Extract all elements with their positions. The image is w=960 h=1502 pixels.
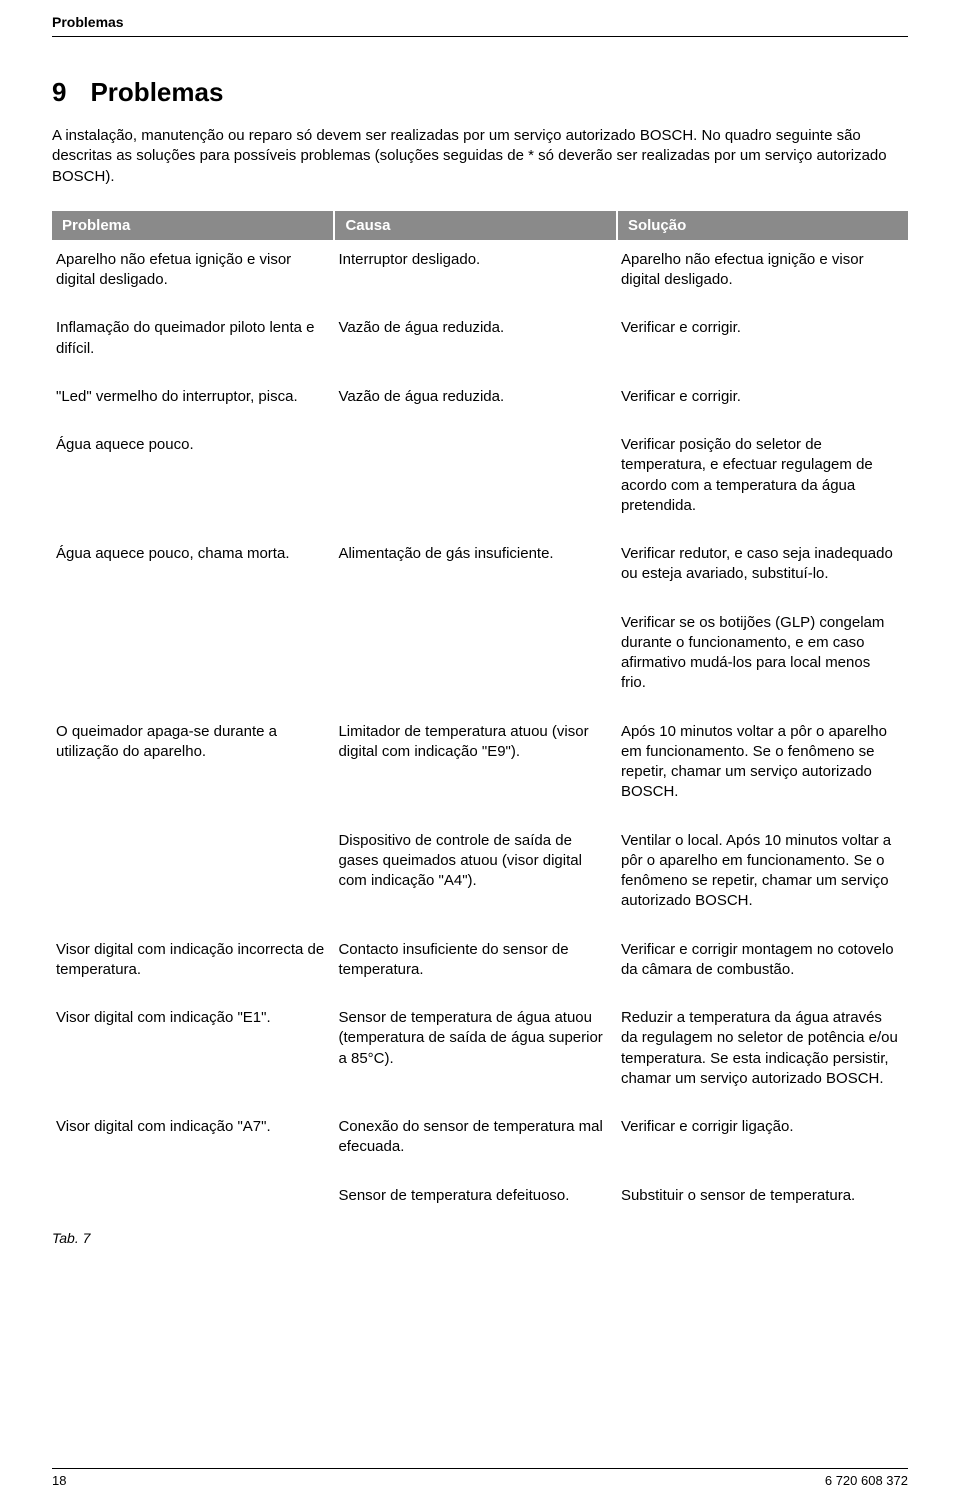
cell-problema xyxy=(52,821,334,930)
cell-causa: Alimentação de gás insuficiente. xyxy=(334,534,616,603)
footer-row: 18 6 720 608 372 xyxy=(52,1473,908,1488)
cell-solucao: Ventilar o local. Após 10 minutos voltar… xyxy=(617,821,908,930)
col-header-solucao: Solução xyxy=(617,211,908,240)
cell-problema: Aparelho não efetua ignição e visor digi… xyxy=(52,240,334,309)
table-row: "Led" vermelho do interruptor, pisca. Va… xyxy=(52,377,908,425)
cell-problema: Visor digital com indicação "A7". xyxy=(52,1107,334,1176)
col-header-problema: Problema xyxy=(52,211,334,240)
cell-solucao: Reduzir a temperatura da água através da… xyxy=(617,998,908,1107)
doc-number: 6 720 608 372 xyxy=(825,1473,908,1488)
page-footer: 18 6 720 608 372 xyxy=(52,1468,908,1488)
intro-paragraph: A instalação, manutenção ou reparo só de… xyxy=(52,126,908,187)
cell-problema: Inflamação do queimador piloto lenta e d… xyxy=(52,308,334,377)
table-row: Sensor de temperatura defeituoso. Substi… xyxy=(52,1176,908,1224)
cell-solucao: Verificar e corrigir ligação. xyxy=(617,1107,908,1176)
cell-solucao: Verificar e corrigir. xyxy=(617,377,908,425)
cell-solucao: Substituir o sensor de temperatura. xyxy=(617,1176,908,1224)
cell-causa xyxy=(334,603,616,712)
cell-causa: Contacto insuficiente do sensor de tempe… xyxy=(334,930,616,999)
table-row: Inflamação do queimador piloto lenta e d… xyxy=(52,308,908,377)
page-container: Problemas 9 Problemas A instalação, manut… xyxy=(0,0,960,1502)
cell-solucao: Verificar redutor, e caso seja inadequad… xyxy=(617,534,908,603)
cell-causa: Interruptor desligado. xyxy=(334,240,616,309)
header-rule xyxy=(52,36,908,37)
footer-rule xyxy=(52,1468,908,1469)
table-row: Verificar se os botijões (GLP) congelam … xyxy=(52,603,908,712)
cell-problema: Visor digital com indicação incorrecta d… xyxy=(52,930,334,999)
cell-problema: O queimador apaga-se durante a utilizaçã… xyxy=(52,712,334,821)
cell-problema xyxy=(52,1176,334,1224)
table-row: Água aquece pouco, chama morta. Alimenta… xyxy=(52,534,908,603)
troubleshooting-table: Problema Causa Solução Aparelho não efet… xyxy=(52,211,908,1224)
cell-problema: Água aquece pouco, chama morta. xyxy=(52,534,334,603)
cell-solucao: Verificar e corrigir. xyxy=(617,308,908,377)
cell-problema: "Led" vermelho do interruptor, pisca. xyxy=(52,377,334,425)
cell-causa: Dispositivo de controle de saída de gase… xyxy=(334,821,616,930)
section-title: Problemas xyxy=(90,77,223,107)
cell-solucao: Verificar posição do seletor de temperat… xyxy=(617,425,908,534)
section-number: 9 xyxy=(52,77,66,107)
table-row: Água aquece pouco. Verificar posição do … xyxy=(52,425,908,534)
cell-problema xyxy=(52,603,334,712)
cell-problema: Visor digital com indicação "E1". xyxy=(52,998,334,1107)
table-header-row: Problema Causa Solução xyxy=(52,211,908,240)
table-row: Dispositivo de controle de saída de gase… xyxy=(52,821,908,930)
table-caption: Tab. 7 xyxy=(52,1230,908,1246)
table-row: O queimador apaga-se durante a utilizaçã… xyxy=(52,712,908,821)
table-body: Aparelho não efetua ignição e visor digi… xyxy=(52,240,908,1224)
table-row: Aparelho não efetua ignição e visor digi… xyxy=(52,240,908,309)
table-row: Visor digital com indicação "A7". Conexã… xyxy=(52,1107,908,1176)
cell-solucao: Após 10 minutos voltar a pôr o aparelho … xyxy=(617,712,908,821)
cell-causa: Sensor de temperatura de água atuou (tem… xyxy=(334,998,616,1107)
cell-causa xyxy=(334,425,616,534)
cell-causa: Vazão de água reduzida. xyxy=(334,377,616,425)
table-row: Visor digital com indicação incorrecta d… xyxy=(52,930,908,999)
cell-solucao: Verificar se os botijões (GLP) congelam … xyxy=(617,603,908,712)
table-row: Visor digital com indicação "E1". Sensor… xyxy=(52,998,908,1107)
col-header-causa: Causa xyxy=(334,211,616,240)
cell-causa: Vazão de água reduzida. xyxy=(334,308,616,377)
cell-causa: Sensor de temperatura defeituoso. xyxy=(334,1176,616,1224)
page-number: 18 xyxy=(52,1473,66,1488)
cell-solucao: Verificar e corrigir montagem no cotovel… xyxy=(617,930,908,999)
cell-causa: Conexão do sensor de temperatura mal efe… xyxy=(334,1107,616,1176)
running-header: Problemas xyxy=(52,14,908,30)
cell-solucao: Aparelho não efectua ignição e visor dig… xyxy=(617,240,908,309)
section-heading: 9 Problemas xyxy=(52,77,908,108)
cell-problema: Água aquece pouco. xyxy=(52,425,334,534)
cell-causa: Limitador de temperatura atuou (visor di… xyxy=(334,712,616,821)
